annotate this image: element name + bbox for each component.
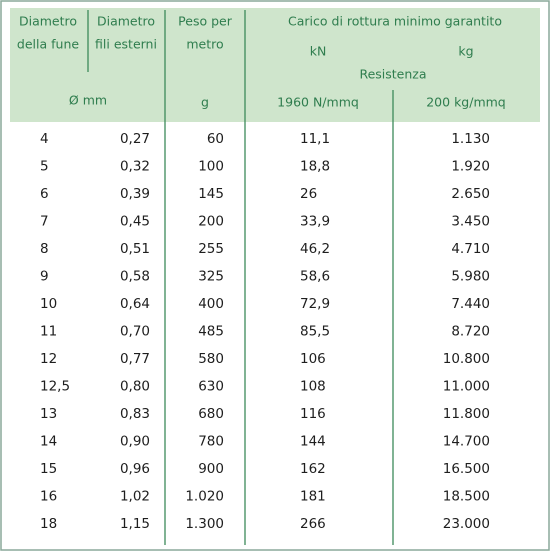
table-cell: 255 bbox=[198, 241, 224, 257]
table-cell: 4.710 bbox=[451, 241, 490, 257]
table-cell: 15 bbox=[40, 461, 57, 477]
table-cell: 162 bbox=[300, 461, 326, 477]
table-cell: 0,96 bbox=[120, 461, 150, 477]
header-label: della fune bbox=[17, 37, 79, 52]
table-cell: 780 bbox=[198, 434, 224, 450]
table-cell: 1.300 bbox=[185, 516, 224, 532]
table-cell: 3.450 bbox=[451, 214, 490, 230]
header-group-label: Carico di rottura minimo garantito bbox=[288, 14, 502, 29]
table-cell: 72,9 bbox=[300, 296, 330, 312]
table-cell: 2.650 bbox=[451, 186, 490, 202]
table-cell: 58,6 bbox=[300, 269, 330, 285]
table-cell: 485 bbox=[198, 324, 224, 340]
table-cell: 6 bbox=[40, 186, 49, 202]
table-cell: 10.800 bbox=[443, 351, 490, 367]
header-label: Diametro bbox=[97, 14, 155, 29]
table-cell: 266 bbox=[300, 516, 326, 532]
table-cell: 33,9 bbox=[300, 214, 330, 230]
table-cell: 60 bbox=[207, 131, 224, 147]
table-cell: 116 bbox=[300, 406, 326, 422]
table-cell: 16 bbox=[40, 489, 57, 505]
table-cell: 1.920 bbox=[451, 159, 490, 175]
table-cell: 11.000 bbox=[443, 379, 490, 395]
table-cell: 0,80 bbox=[120, 379, 150, 395]
table-cell: 11 bbox=[40, 324, 57, 340]
header-label: Diametro bbox=[19, 14, 77, 29]
table-cell: 14 bbox=[40, 434, 57, 450]
table-cell: 4 bbox=[40, 131, 49, 147]
header-unit: 200 kg/mmq bbox=[426, 95, 506, 110]
table-cell: 0,90 bbox=[120, 434, 150, 450]
table-cell: 0,45 bbox=[120, 214, 150, 230]
table-cell: 630 bbox=[198, 379, 224, 395]
header-unit: kN bbox=[310, 44, 327, 59]
table-cell: 9 bbox=[40, 269, 49, 285]
table-cell: 11,1 bbox=[300, 131, 330, 147]
header-label: Resistenza bbox=[359, 67, 426, 82]
table-cell: 181 bbox=[300, 489, 326, 505]
table-cell: 145 bbox=[198, 186, 224, 202]
header-unit: Ø mm bbox=[69, 93, 107, 108]
table-cell: 0,77 bbox=[120, 351, 150, 367]
header-unit: 1960 N/mmq bbox=[277, 95, 359, 110]
table-cell: 108 bbox=[300, 379, 326, 395]
table-cell: 900 bbox=[198, 461, 224, 477]
table-cell: 0,70 bbox=[120, 324, 150, 340]
table-cell: 10 bbox=[40, 296, 57, 312]
table-cell: 23.000 bbox=[443, 516, 490, 532]
table-cell: 680 bbox=[198, 406, 224, 422]
table-cell: 1,15 bbox=[120, 516, 150, 532]
table-cell: 1.020 bbox=[185, 489, 224, 505]
table-cell: 46,2 bbox=[300, 241, 330, 257]
table-cell: 8.720 bbox=[451, 324, 490, 340]
table-cell: 580 bbox=[198, 351, 224, 367]
table-cell: 0,51 bbox=[120, 241, 150, 257]
table-cell: 5 bbox=[40, 159, 49, 175]
table-cell: 13 bbox=[40, 406, 57, 422]
table-cell: 85,5 bbox=[300, 324, 330, 340]
table-cell: 0,64 bbox=[120, 296, 150, 312]
table-cell: 144 bbox=[300, 434, 326, 450]
table-cell: 26 bbox=[300, 186, 317, 202]
table-cell: 14.700 bbox=[443, 434, 490, 450]
table-cell: 12,5 bbox=[40, 379, 70, 395]
table-cell: 0,83 bbox=[120, 406, 150, 422]
table-cell: 200 bbox=[198, 214, 224, 230]
table-cell: 106 bbox=[300, 351, 326, 367]
table-cell: 0,27 bbox=[120, 131, 150, 147]
header-background bbox=[10, 8, 540, 122]
header-label: metro bbox=[186, 37, 223, 52]
table-cell: 18,8 bbox=[300, 159, 330, 175]
header-unit: kg bbox=[458, 44, 473, 59]
table-cell: 0,58 bbox=[120, 269, 150, 285]
table-cell: 5.980 bbox=[451, 269, 490, 285]
table-cell: 7 bbox=[40, 214, 49, 230]
table-cell: 1.130 bbox=[451, 131, 490, 147]
header-unit: g bbox=[201, 95, 209, 110]
table-cell: 400 bbox=[198, 296, 224, 312]
header-label: Peso per bbox=[178, 14, 233, 29]
table-cell: 18 bbox=[40, 516, 57, 532]
table-cell: 0,39 bbox=[120, 186, 150, 202]
table-cell: 1,02 bbox=[120, 489, 150, 505]
table-cell: 12 bbox=[40, 351, 57, 367]
table-cell: 16.500 bbox=[443, 461, 490, 477]
table-cell: 325 bbox=[198, 269, 224, 285]
table-cell: 7.440 bbox=[451, 296, 490, 312]
header-label: fili esterni bbox=[95, 37, 157, 52]
table-cell: 8 bbox=[40, 241, 49, 257]
table-cell: 0,32 bbox=[120, 159, 150, 175]
table-cell: 11.800 bbox=[443, 406, 490, 422]
table-cell: 18.500 bbox=[443, 489, 490, 505]
table-cell: 100 bbox=[198, 159, 224, 175]
